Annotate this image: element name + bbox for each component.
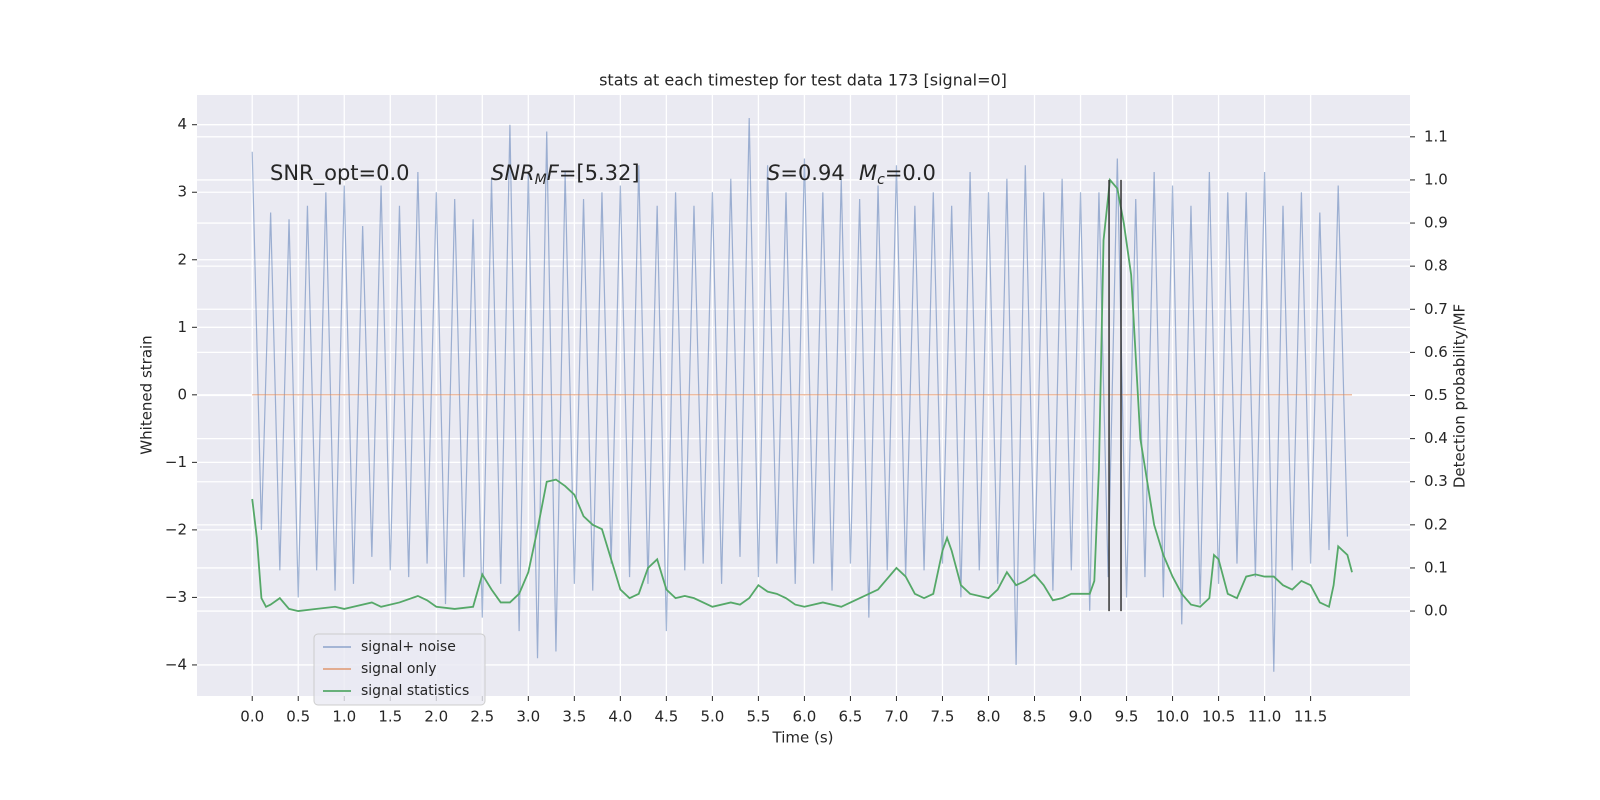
y2-tick-label: 0.8 (1424, 257, 1448, 275)
annotation-part: M (859, 161, 877, 185)
y2-tick-label: 1.1 (1424, 127, 1448, 145)
x-tick-label: 11.0 (1248, 708, 1281, 726)
legend-label: signal+ noise (361, 639, 456, 655)
x-tick-label: 3.5 (562, 708, 586, 726)
x-tick-label: 3.0 (516, 708, 540, 726)
x-tick-label: 8.0 (977, 708, 1001, 726)
annotation-part: c (877, 172, 885, 188)
annotation: Mc=0.0 (859, 161, 936, 188)
annotation-part: S (767, 161, 780, 185)
x-tick-label: 11.5 (1294, 708, 1327, 726)
x-tick-label: 6.0 (792, 708, 816, 726)
series-line (251, 117, 1349, 672)
y2-tick-label: 0.5 (1424, 386, 1448, 404)
x-tick-label: 8.5 (1023, 708, 1047, 726)
y-tick-label: −2 (165, 520, 187, 538)
y-tick-label: 0 (177, 385, 187, 403)
annotation-part: SNR_opt=0.0 (270, 161, 410, 186)
y-tick-label: 2 (177, 250, 187, 268)
y-tick-label: −3 (165, 588, 187, 606)
annotation: SNR_opt=0.0 (270, 161, 410, 186)
x-tick-label: 6.5 (839, 708, 863, 726)
legend-box (313, 633, 486, 706)
legend-label: signal statistics (361, 683, 469, 699)
x-tick-label: 5.0 (700, 708, 724, 726)
y2-tick-label: 0.0 (1424, 602, 1448, 620)
x-tick-label: 4.0 (608, 708, 632, 726)
annotation-part: F (547, 161, 560, 185)
y-tick-label: −4 (165, 655, 187, 673)
y2-tick-label: 0.2 (1424, 515, 1448, 533)
y2-tick-label: 0.7 (1424, 300, 1448, 318)
y2-tick-label: 0.1 (1424, 558, 1448, 576)
x-tick-label: 10.0 (1156, 708, 1189, 726)
annotation-part: =0.0 (885, 161, 936, 185)
x-tick-label: 10.5 (1202, 708, 1235, 726)
x-tick-label: 7.5 (931, 708, 955, 726)
x-tick-label: 0.5 (286, 708, 310, 726)
y-tick-label: 4 (177, 115, 187, 133)
y2-tick-label: 0.9 (1424, 214, 1448, 232)
y-tick-label: −1 (165, 453, 187, 471)
series-line (251, 177, 1353, 612)
x-tick-label: 2.5 (470, 708, 494, 726)
x-tick-label: 7.0 (885, 708, 909, 726)
annotation: S=0.94 (767, 161, 845, 185)
annotation-part: SNR (491, 161, 535, 185)
x-tick-label: 1.0 (332, 708, 356, 726)
x-axis-label: Time (s) (772, 729, 834, 747)
y2-tick-label: 0.4 (1424, 429, 1448, 447)
x-tick-label: 4.5 (654, 708, 678, 726)
chart-title: stats at each timestep for test data 173… (599, 71, 1007, 90)
y2-tick-label: 0.3 (1424, 472, 1448, 490)
legend-label: signal only (361, 661, 436, 677)
annotation-part: =[5.32] (559, 161, 640, 185)
x-tick-label: 0.0 (240, 708, 264, 726)
annotation-part: =0.94 (780, 161, 844, 185)
x-tick-label: 9.5 (1115, 708, 1139, 726)
y2-tick-label: 1.0 (1424, 170, 1448, 188)
x-tick-label: 1.5 (378, 708, 402, 726)
x-tick-label: 9.0 (1069, 708, 1093, 726)
y-tick-label: 1 (177, 318, 187, 336)
y2-tick-label: 0.6 (1424, 343, 1448, 361)
annotation: SNRMF=[5.32] (491, 161, 640, 188)
y2-axis-label: Detection probability/MF (1451, 304, 1469, 488)
x-tick-label: 5.5 (746, 708, 770, 726)
y-tick-label: 3 (177, 183, 187, 201)
y-axis-label: Whitened strain (138, 335, 156, 454)
x-tick-label: 2.0 (424, 708, 448, 726)
annotation-part: M (535, 172, 547, 188)
